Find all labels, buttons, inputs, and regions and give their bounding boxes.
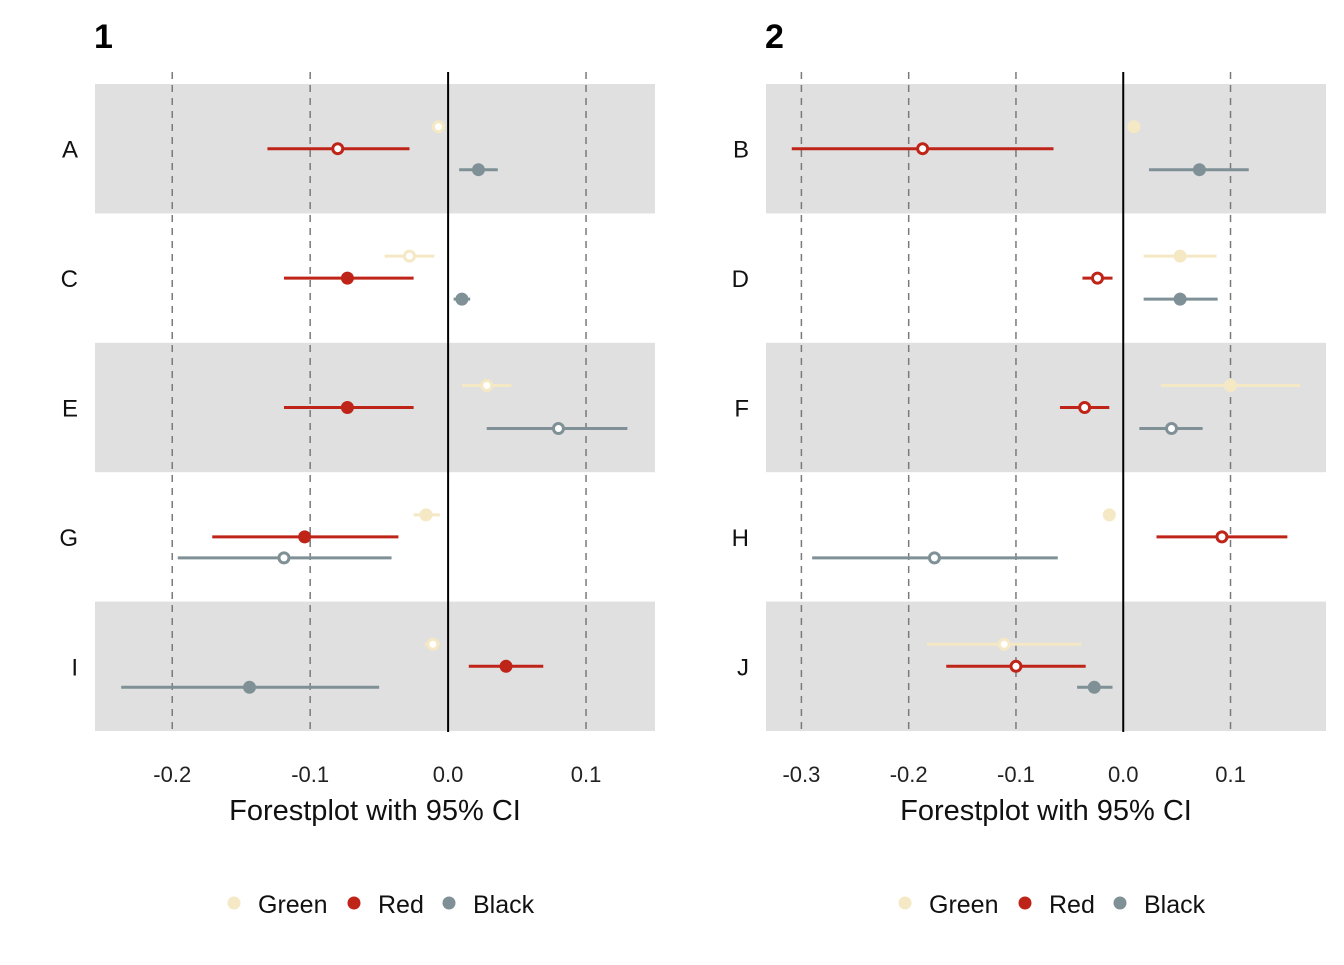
point-black-D [1173,292,1187,306]
point-green-A [431,120,445,134]
category-label: B [733,137,749,164]
x-tick-label: -0.1 [997,762,1035,787]
panel-label: 2 [765,18,784,56]
legend-key-green [898,896,912,910]
x-tick-label: -0.3 [782,762,820,787]
point-red-G [298,530,312,544]
point-red-F [1078,401,1092,414]
point-green-F [1224,379,1238,392]
category-label: C [61,266,78,293]
point-red-A [331,142,345,156]
panel-1: 1 A C E G I -0.2 -0.1 0.0 0.1 Forestplot with 95% … [59,18,655,919]
point-green-B [1127,120,1141,134]
x-axis-title: Forestplot with 95% CI [229,795,521,827]
point-black-I [242,680,256,694]
point-red-E [340,401,354,414]
point-green-E [480,379,494,392]
legend-key-green [227,896,241,910]
panel-2: 2 B D F H J -0.3 -0.2 -0.1 0.0 0.1 Forestplot with … [732,18,1326,919]
row-band-I [95,601,655,731]
point-red-I [499,659,513,673]
point-green-G [419,508,433,522]
point-green-J [997,637,1011,651]
panel-label: 1 [94,18,113,56]
x-axis-title: Forestplot with 95% CI [900,795,1192,827]
point-green-D [1173,249,1187,263]
legend-label: Black [473,891,535,919]
legend-label: Green [929,891,998,919]
x-tick-label: 0.1 [571,762,602,787]
point-green-H [1102,508,1116,522]
legend-label: Red [1049,891,1095,919]
point-red-B [916,142,930,156]
point-red-J [1009,659,1023,673]
legend-label: Green [258,891,327,919]
legend-key-red [1018,896,1032,910]
row-band-F [766,342,1326,473]
category-label: G [59,525,78,552]
point-black-J [1087,680,1101,694]
point-green-C [402,249,416,263]
x-tick-label: -0.2 [890,762,928,787]
x-tick-label: 0.0 [433,762,464,787]
point-green-I [426,637,440,651]
point-red-C [340,271,354,285]
x-tick-label: 0.0 [1108,762,1139,787]
category-label: J [737,654,749,681]
point-black-G [277,551,291,565]
x-tick-label: -0.1 [291,762,329,787]
x-tick-label: -0.2 [153,762,191,787]
point-black-E [551,422,565,435]
legend-label: Red [378,891,424,919]
category-label: F [734,396,749,423]
legend-key-red [347,896,361,910]
point-black-C [455,292,469,306]
category-label: D [732,266,749,293]
legend-label: Black [1144,891,1206,919]
point-black-F [1165,422,1179,435]
point-red-H [1215,530,1229,544]
legend-key-black [442,896,456,910]
category-label: A [62,137,78,164]
point-black-A [471,163,485,177]
legend-key-black [1113,896,1127,910]
point-black-H [927,551,941,565]
category-label: H [732,525,749,552]
category-label: E [62,396,78,423]
point-red-D [1090,271,1104,285]
point-black-B [1192,163,1206,177]
category-label: I [71,654,78,681]
x-tick-label: 0.1 [1215,762,1246,787]
